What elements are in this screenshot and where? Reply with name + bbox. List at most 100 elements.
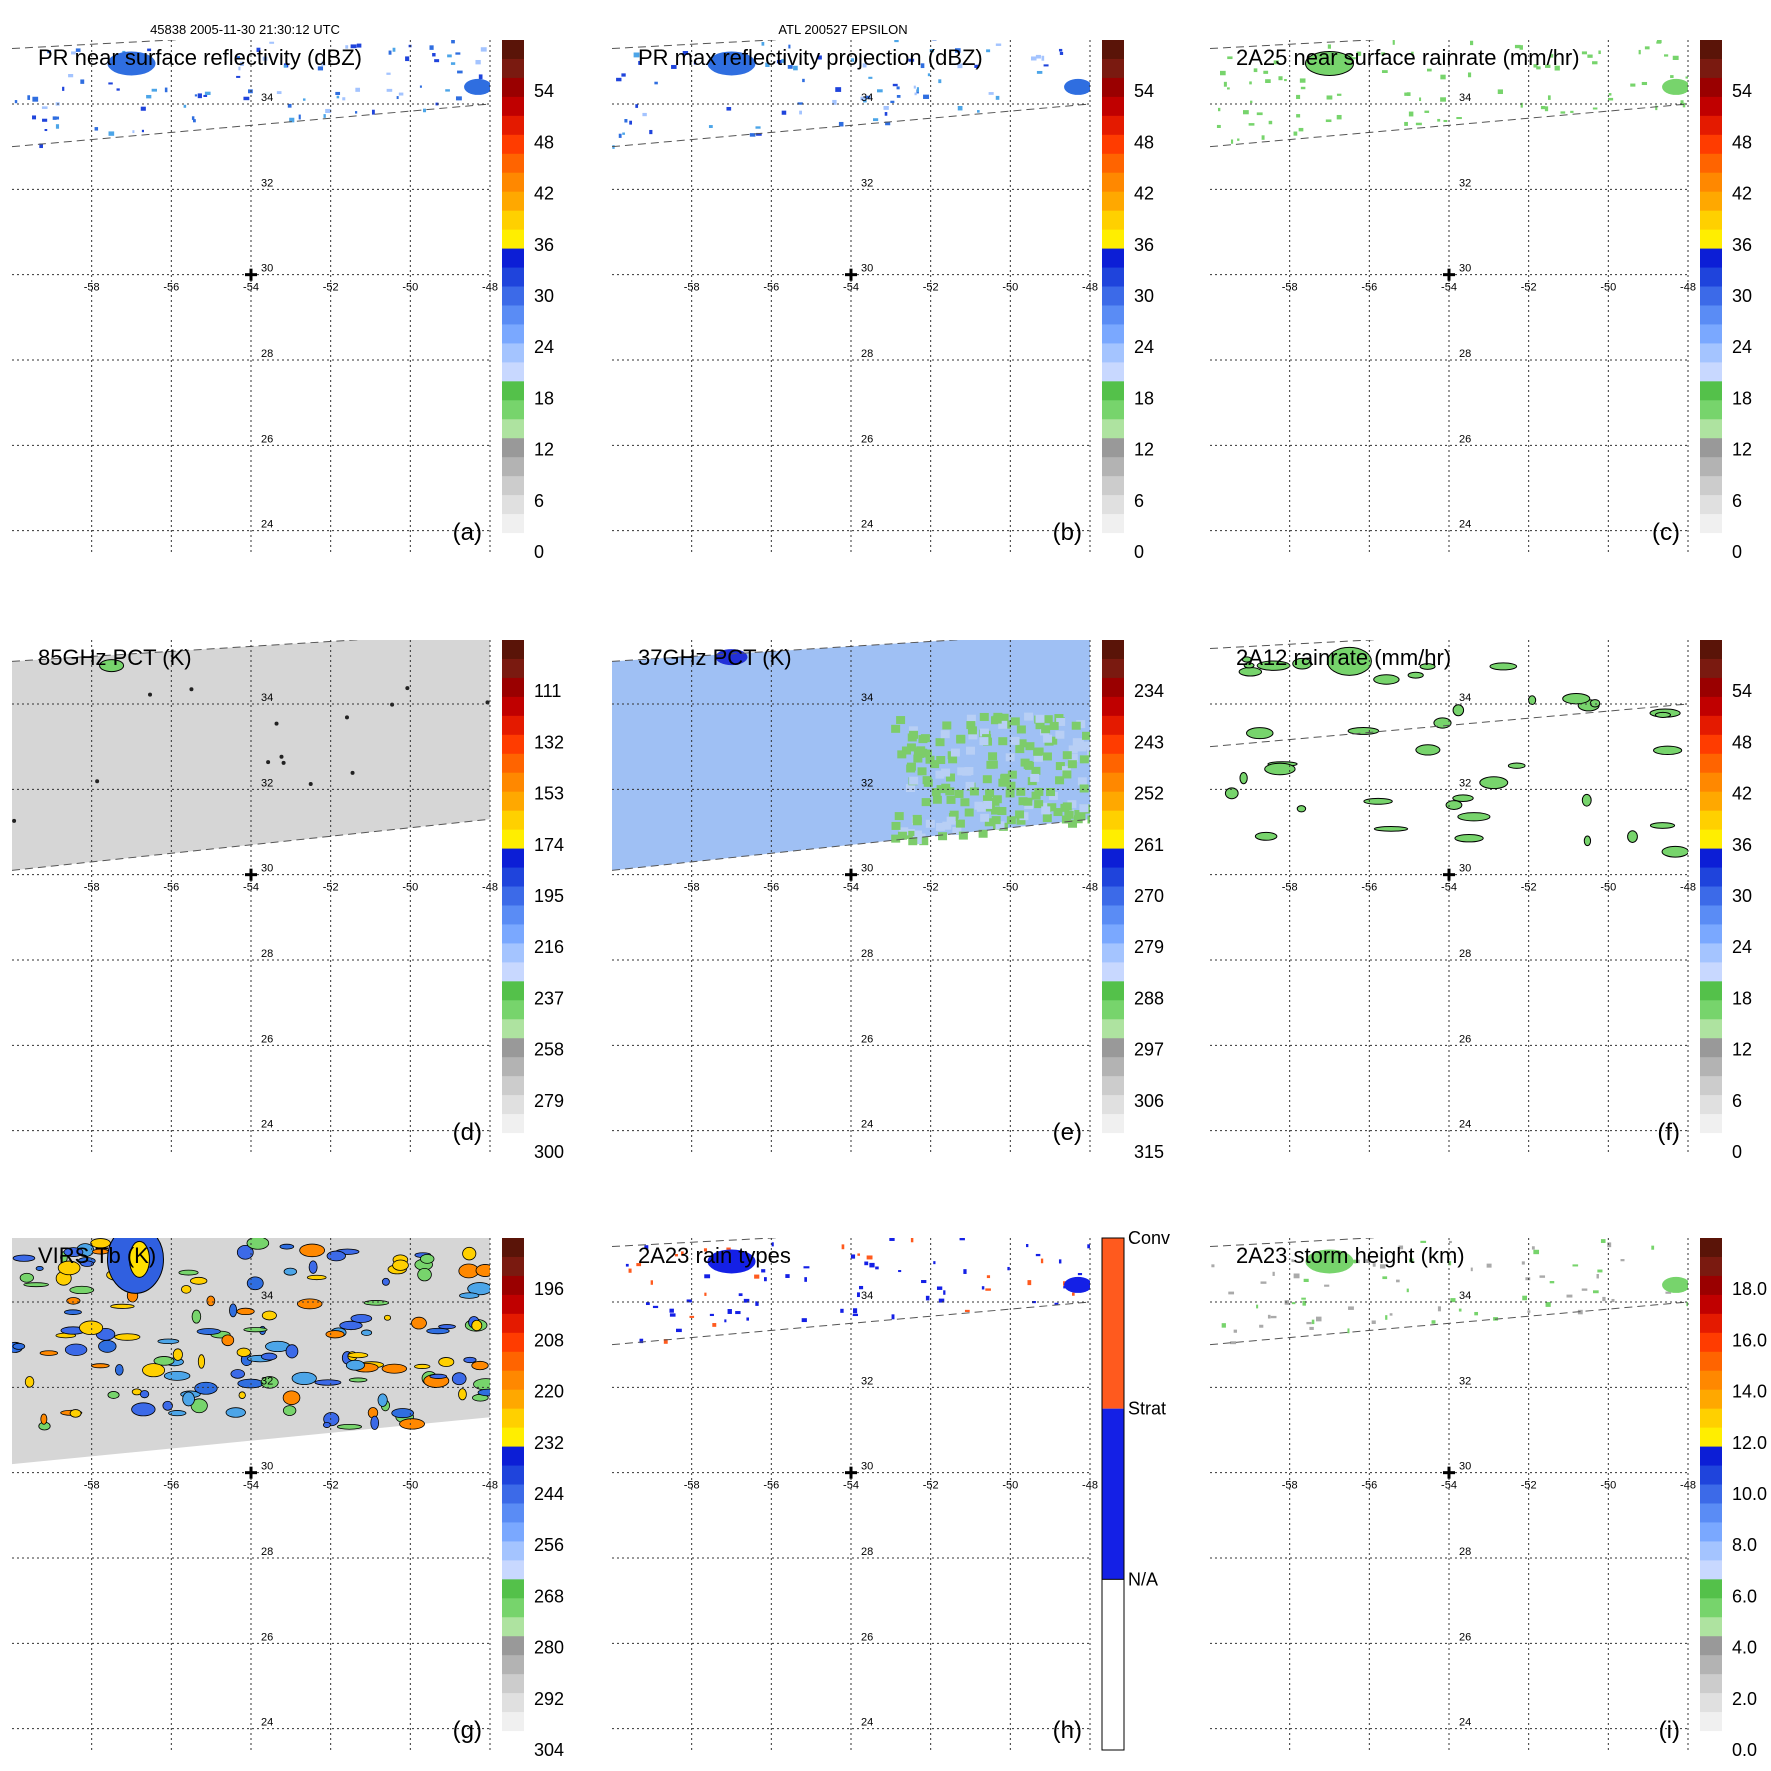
- pixel-mark: [1016, 725, 1026, 734]
- x-tick-label: -58: [684, 282, 700, 294]
- echo-pixel-mark: [1533, 1249, 1540, 1255]
- colorbar-segment: [1102, 229, 1124, 250]
- y-tick-label: 34: [1459, 92, 1471, 104]
- colorbar-segment: [1700, 1076, 1722, 1096]
- echo-pixel-mark: [974, 64, 979, 68]
- colorbar-segment: [1102, 1000, 1124, 1020]
- echo-pixel-mark: [781, 110, 787, 115]
- x-tick-label: -48: [1680, 882, 1696, 894]
- colorbar-tick-label: 0.0: [1732, 1740, 1757, 1760]
- rain-cell-mark: [1243, 662, 1255, 669]
- panel-title: VIRS Tb (K): [38, 1243, 156, 1268]
- echo-pixel-mark: [396, 96, 399, 100]
- pixel-mark: [891, 724, 901, 733]
- pixel-mark: [983, 800, 993, 809]
- cloud-cell-mark: [411, 1316, 427, 1330]
- cloud-cell-mark: [139, 1390, 150, 1399]
- echo-pixel-mark: [936, 1286, 943, 1290]
- colorbar-segment: [1700, 191, 1722, 212]
- colorbar-segment: [502, 791, 524, 812]
- pixel-mark: [1071, 721, 1081, 730]
- cold-pixel-mark: [266, 760, 271, 765]
- colorbar-segment: [502, 438, 524, 458]
- cloud-cell-mark: [463, 1356, 477, 1364]
- colorbar-tick-label: 132: [534, 732, 564, 752]
- y-tick-label: 24: [1459, 1119, 1471, 1131]
- colorbar-segment: [502, 1408, 524, 1429]
- colorbar-tick-label: 258: [534, 1040, 564, 1060]
- pixel-mark: [1067, 800, 1077, 809]
- cloud-cell-mark: [190, 1276, 208, 1285]
- echo-pixel-mark: [682, 51, 689, 55]
- pixel-mark: [921, 798, 931, 807]
- echo-pixel-mark: [1311, 1319, 1315, 1325]
- echo-pixel-mark: [1545, 1302, 1551, 1307]
- echo-pixel-mark: [141, 129, 144, 133]
- colorbar-segment: [1700, 1133, 1722, 1153]
- echo-pixel-mark: [1572, 1264, 1579, 1267]
- colorbar-tick-label: 42: [534, 184, 554, 204]
- colorbar: 18.0 16.0 14.0 12.0 10.0 8.0 6.0 4.0 2.0 0.0: [1700, 1238, 1767, 1760]
- echo-pixel-mark: [888, 1234, 892, 1237]
- colorbar-segment: [1102, 1038, 1124, 1058]
- echo-pixel-mark: [451, 40, 455, 44]
- panel-letter: (e): [1053, 1119, 1082, 1146]
- x-tick-label: -48: [482, 282, 498, 294]
- echo-pixel-mark: [624, 119, 628, 123]
- x-tick-label: -56: [763, 882, 779, 894]
- panel-letter: (b): [1053, 519, 1082, 546]
- cloud-cell-mark: [40, 1413, 48, 1425]
- y-tick-label: 32: [1459, 777, 1471, 789]
- echo-pixel-mark: [1293, 1273, 1300, 1279]
- colorbar-tick-label: 111: [534, 681, 561, 701]
- pixel-mark: [952, 826, 962, 835]
- echo-pixel-mark: [883, 106, 889, 110]
- colorbar-segment: [1700, 848, 1722, 869]
- x-tick-label: -58: [84, 1480, 100, 1492]
- echo-pixel-mark: [1249, 81, 1252, 85]
- colorbar-segment: [1700, 1000, 1722, 1020]
- echo-pixel-mark: [738, 1293, 743, 1297]
- echo-pixel-mark: [1533, 64, 1538, 68]
- echo-pixel-mark: [726, 1247, 731, 1250]
- colorbar-segment: [1102, 153, 1124, 174]
- colorbar-segment: [1102, 696, 1124, 717]
- cold-pixel-mark: [405, 686, 410, 691]
- colorbar-segment: [1700, 981, 1722, 1001]
- x-tick-label: -50: [402, 282, 418, 294]
- y-tick-label: 28: [861, 948, 873, 960]
- echo-pixel-mark: [1237, 138, 1240, 141]
- echo-pixel-mark: [929, 48, 934, 53]
- echo-pixel-mark: [1382, 1276, 1388, 1280]
- cold-pixel-mark: [350, 770, 355, 775]
- colorbar-segment: [502, 1484, 524, 1504]
- echo-pixel-mark: [817, 55, 822, 60]
- y-tick-label: 24: [861, 1717, 873, 1729]
- echo-pixel-mark: [1074, 37, 1077, 39]
- pixel-mark: [935, 770, 945, 779]
- rain-cell-mark: [1457, 812, 1491, 822]
- colorbar-segment: [502, 1655, 524, 1675]
- cloud-cell-mark: [429, 1373, 448, 1379]
- colorbar-segment: [1102, 962, 1124, 982]
- y-tick-label: 26: [861, 433, 873, 445]
- pixel-mark: [1025, 742, 1035, 751]
- colorbar-tick-label: 36: [534, 235, 554, 255]
- echo-pixel-mark: [42, 118, 48, 122]
- cloud-cell-mark: [414, 1363, 431, 1369]
- echo-pixel-mark: [1389, 1313, 1393, 1316]
- pixel-mark: [948, 755, 958, 764]
- colorbar-segment: [1700, 810, 1722, 831]
- pixel-mark: [997, 806, 1007, 815]
- pixel-mark: [992, 795, 1002, 804]
- echo-pixel-mark: [355, 87, 361, 92]
- colorbar-segment: [502, 1114, 524, 1134]
- echo-pixel-mark: [1059, 51, 1064, 55]
- echo-pixel-mark: [1296, 114, 1301, 118]
- pixel-mark: [1056, 717, 1066, 726]
- pixel-mark: [991, 806, 1001, 815]
- panel-letter: (i): [1659, 1717, 1680, 1744]
- colorbar-segment: [502, 1000, 524, 1020]
- echo-pixel-mark: [243, 96, 250, 101]
- y-tick-label: 34: [261, 92, 273, 104]
